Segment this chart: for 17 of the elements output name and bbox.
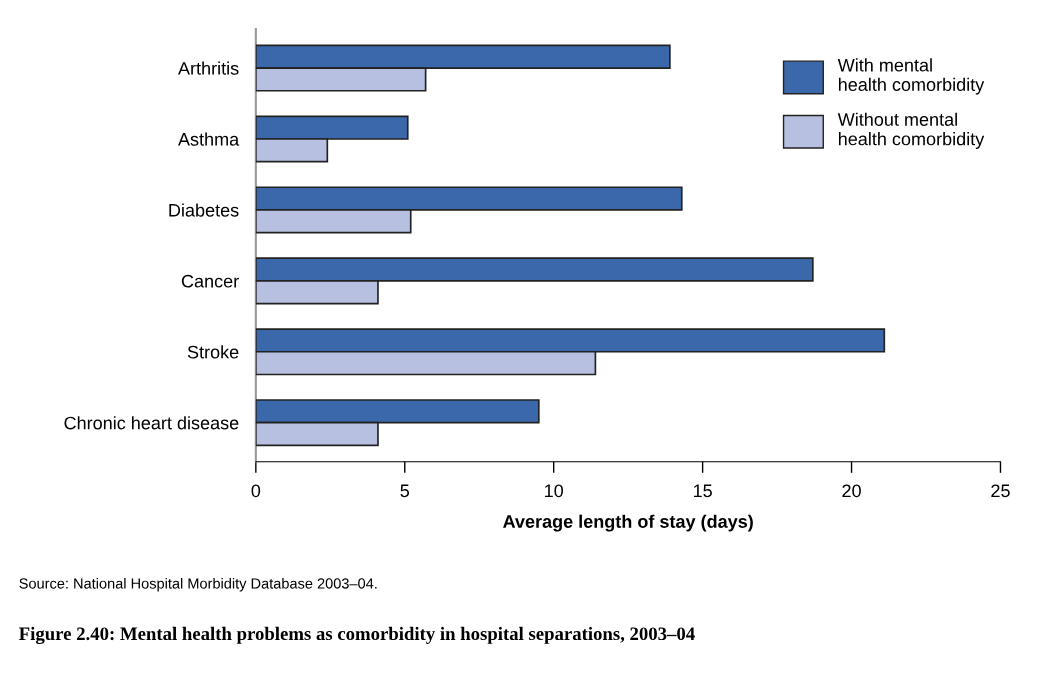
source-note: Source: National Hospital Morbidity Database 2003–04. bbox=[19, 577, 377, 592]
x-tick-label: 5 bbox=[400, 484, 410, 498]
y-tick-label: Cancer bbox=[181, 274, 239, 288]
y-tick-label: Arthritis bbox=[178, 61, 239, 75]
x-tick-label: 20 bbox=[842, 484, 861, 498]
x-tick-label: 25 bbox=[991, 484, 1010, 498]
text: Figure 2.40: Mental health problems as comorbidity in hospital separations, 2003–04 bbox=[19, 626, 695, 645]
y-tick-label: Chronic heart disease bbox=[64, 416, 239, 430]
x-axis-title: Average length of stay (days) bbox=[503, 514, 753, 532]
x-tick-label: 15 bbox=[693, 484, 712, 498]
legend-label: Without mental health comorbidity bbox=[837, 112, 985, 149]
x-tick-label: 0 bbox=[251, 484, 261, 498]
legend-label: With mental health comorbidity bbox=[837, 58, 985, 95]
y-tick-label: Diabetes bbox=[169, 203, 239, 217]
y-tick-label: Stroke bbox=[187, 345, 239, 359]
x-tick-label: 10 bbox=[545, 484, 564, 498]
y-tick-label: Asthma bbox=[178, 132, 240, 146]
